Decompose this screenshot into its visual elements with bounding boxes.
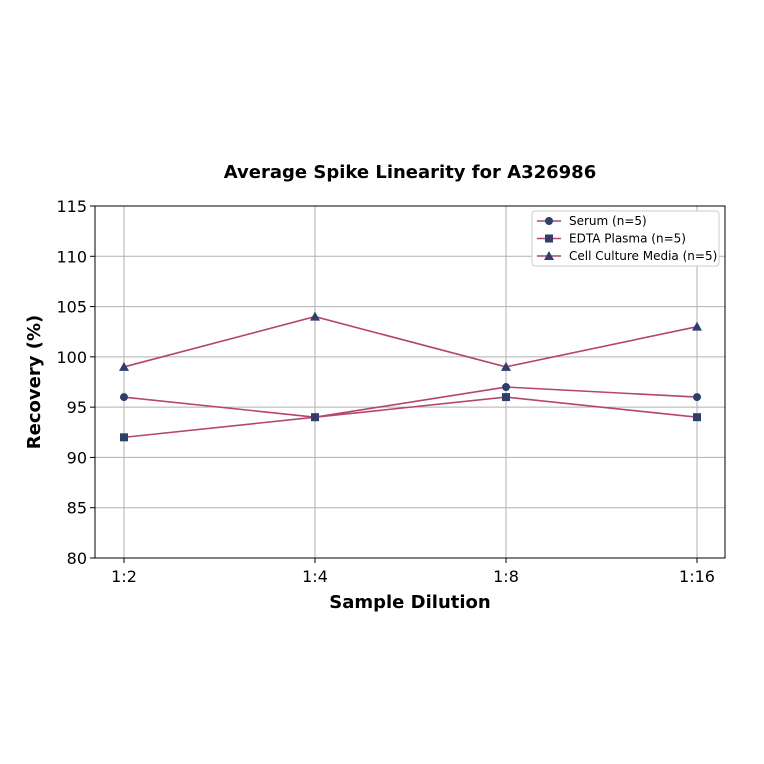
y-tick-label: 105 <box>56 298 87 317</box>
y-axis-label: Recovery (%) <box>24 315 45 449</box>
chart-title: Average Spike Linearity for A326986 <box>224 162 596 183</box>
square-marker-icon <box>693 413 701 422</box>
circle-marker-icon <box>502 383 510 392</box>
triangle-marker-icon <box>692 321 702 331</box>
series-2 <box>119 311 702 371</box>
series-line <box>123 315 698 368</box>
legend-box <box>531 210 720 267</box>
triangle-marker-icon <box>501 361 511 371</box>
square-marker-icon <box>545 234 553 243</box>
series-line <box>123 386 698 419</box>
x-tick-label: 1:4 <box>302 567 328 586</box>
y-tick-label: 95 <box>67 398 87 417</box>
triangle-marker-icon <box>544 251 554 260</box>
y-tick-label: 110 <box>56 247 87 266</box>
circle-marker-icon <box>120 393 128 402</box>
x-tick-label: 1:2 <box>111 567 137 586</box>
triangle-marker-icon <box>310 311 320 321</box>
legend-label: EDTA Plasma (n=5) <box>569 232 686 246</box>
series-1 <box>120 393 701 442</box>
x-tick-label: 1:8 <box>493 567 519 586</box>
y-tick-label: 115 <box>56 197 87 216</box>
legend: Serum (n=5) EDTA Plasma (n=5) Cell Culture… <box>531 210 720 267</box>
square-marker-icon <box>311 413 319 422</box>
circle-marker-icon <box>545 217 553 225</box>
y-tick-label: 100 <box>56 348 87 367</box>
y-tick-label: 85 <box>67 499 87 518</box>
y-tick-label: 90 <box>67 448 87 467</box>
x-axis-ticks: 1:2 1:4 1:8 1:16 <box>111 558 715 586</box>
series-line <box>123 396 698 439</box>
legend-label: Cell Culture Media (n=5) <box>569 249 717 263</box>
circle-marker-icon <box>693 393 701 402</box>
legend-label: Serum (n=5) <box>569 214 647 228</box>
triangle-marker-icon <box>119 361 129 371</box>
plot-frame <box>94 205 726 559</box>
x-tick-label: 1:16 <box>679 567 715 586</box>
series-lines <box>119 311 702 442</box>
square-marker-icon <box>120 433 128 442</box>
square-marker-icon <box>502 393 510 402</box>
x-axis-label: Sample Dilution <box>329 592 490 613</box>
series-0 <box>120 383 701 422</box>
y-axis-ticks: 80 85 90 95 100 105 110 115 <box>56 197 95 568</box>
y-tick-label: 80 <box>67 549 87 568</box>
